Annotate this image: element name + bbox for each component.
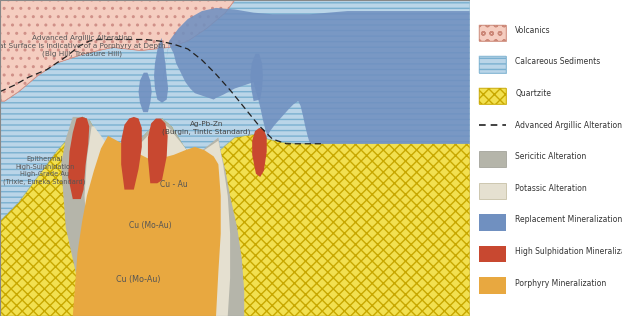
Polygon shape bbox=[0, 0, 235, 101]
Text: Cu - Au: Cu - Au bbox=[160, 180, 188, 189]
Polygon shape bbox=[73, 136, 221, 316]
Polygon shape bbox=[250, 54, 263, 101]
Polygon shape bbox=[82, 183, 162, 316]
Bar bbox=[479, 56, 506, 73]
Text: Ag-Pb-Zn
(Burgin, Tintic Standard): Ag-Pb-Zn (Burgin, Tintic Standard) bbox=[162, 121, 251, 135]
Polygon shape bbox=[68, 117, 89, 199]
Bar bbox=[479, 214, 506, 231]
Polygon shape bbox=[139, 8, 470, 144]
Text: Cu (Mo-Au): Cu (Mo-Au) bbox=[116, 275, 160, 284]
Bar bbox=[479, 25, 506, 41]
Text: Porphyry Mineralization: Porphyry Mineralization bbox=[515, 279, 606, 288]
Bar bbox=[479, 246, 506, 262]
Text: Epithermal
High-Sulphidation
High-Grade Au
(Trixie, Eureka Standard): Epithermal High-Sulphidation High-Grade … bbox=[4, 156, 86, 185]
Text: Advanced Argillic Alteration
at Surface is indicative of a Porphyry at Depth
(Bi: Advanced Argillic Alteration at Surface … bbox=[0, 35, 165, 57]
Polygon shape bbox=[61, 117, 244, 316]
Polygon shape bbox=[0, 117, 470, 316]
Bar bbox=[479, 56, 506, 73]
Bar bbox=[479, 88, 506, 104]
Text: Quartzite: Quartzite bbox=[515, 89, 551, 98]
Text: Calcareous Sediments: Calcareous Sediments bbox=[515, 58, 601, 66]
Polygon shape bbox=[148, 118, 168, 183]
Text: Volcanics: Volcanics bbox=[515, 26, 551, 35]
Bar bbox=[479, 151, 506, 167]
Bar bbox=[479, 88, 506, 104]
Polygon shape bbox=[0, 0, 470, 221]
Polygon shape bbox=[252, 128, 267, 177]
Text: High Sulphidation Mineralization: High Sulphidation Mineralization bbox=[515, 247, 622, 256]
Text: Potassic Alteration: Potassic Alteration bbox=[515, 184, 587, 193]
Text: Sericitic Alteration: Sericitic Alteration bbox=[515, 152, 587, 161]
Polygon shape bbox=[85, 123, 230, 316]
Polygon shape bbox=[121, 117, 142, 190]
Bar bbox=[479, 183, 506, 199]
Polygon shape bbox=[154, 38, 168, 103]
Bar bbox=[479, 25, 506, 41]
Polygon shape bbox=[139, 73, 152, 112]
Text: Advanced Argillic Alteration: Advanced Argillic Alteration bbox=[515, 121, 622, 130]
Bar bbox=[479, 277, 506, 294]
Text: Cu (Mo-Au): Cu (Mo-Au) bbox=[129, 222, 172, 230]
Text: Replacement Mineralization: Replacement Mineralization bbox=[515, 216, 622, 224]
